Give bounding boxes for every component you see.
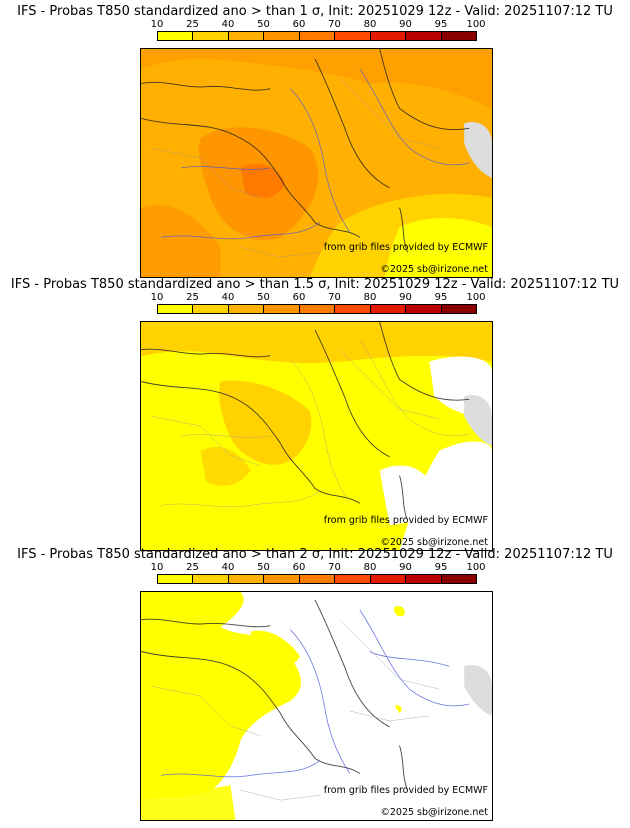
scale-label: 10 — [150, 292, 164, 303]
scale-label: 90 — [399, 292, 412, 303]
scale-label: 50 — [257, 562, 270, 573]
scale-label: 60 — [292, 19, 306, 30]
scale-bin — [370, 305, 407, 313]
forecast-panel-3: IFS - Probas T850 standardized ano > tha… — [0, 547, 630, 821]
panel-title: IFS - Probas T850 standardized ano > tha… — [17, 4, 613, 19]
copyright-credit: ©2025 sb@irizone.net — [380, 807, 488, 818]
scale-bin — [335, 305, 371, 313]
probability-map: from grib files provided by ECMWF ©2025 … — [140, 591, 493, 821]
probability-map: from grib files provided by ECMWF ©2025 … — [140, 321, 493, 551]
copyright-credit: ©2025 sb@irizone.net — [380, 537, 488, 548]
scale-label: 25 — [186, 292, 199, 303]
scale-label: 100 — [466, 292, 486, 303]
colorscale-labels: 10 25 40 50 60 70 80 90 95 100 — [151, 292, 486, 304]
source-credit: from grib files provided by ECMWF — [323, 785, 488, 796]
scale-label: 90 — [399, 562, 412, 573]
scale-bin — [299, 32, 336, 40]
scale-bin — [406, 305, 442, 313]
colorscale-labels: 10 25 40 50 60 70 80 90 95 100 — [151, 19, 486, 31]
copyright-credit: ©2025 sb@irizone.net — [380, 264, 488, 275]
forecast-panel-2: IFS - Probas T850 standardized ano > tha… — [0, 277, 630, 551]
forecast-panel-1: IFS - Probas T850 standardized ano > tha… — [0, 4, 630, 278]
scale-bin — [193, 32, 229, 40]
scale-label: 80 — [363, 292, 377, 303]
scale-bin — [441, 575, 476, 583]
scale-bin — [264, 305, 300, 313]
scale-label: 80 — [363, 562, 377, 573]
source-credit: from grib files provided by ECMWF — [323, 242, 488, 253]
scale-bin — [335, 575, 371, 583]
probability-map-graphic — [141, 592, 492, 820]
scale-label: 50 — [257, 19, 270, 30]
scale-bin — [228, 305, 265, 313]
scale-label: 70 — [328, 19, 341, 30]
scale-bin — [406, 575, 442, 583]
scale-label: 60 — [292, 292, 306, 303]
scale-bin — [193, 575, 229, 583]
scale-bin — [264, 32, 300, 40]
scale-label: 40 — [221, 562, 235, 573]
panel-title: IFS - Probas T850 standardized ano > tha… — [10, 277, 620, 292]
scale-label: 70 — [328, 292, 341, 303]
scale-label: 80 — [363, 19, 377, 30]
colorscale-bar — [157, 31, 477, 41]
scale-bin — [370, 575, 407, 583]
scale-bin — [299, 305, 336, 313]
scale-bin — [441, 305, 476, 313]
scale-bin — [193, 305, 229, 313]
scale-label: 100 — [466, 19, 486, 30]
scale-bin — [264, 575, 300, 583]
scale-label: 70 — [328, 562, 341, 573]
probability-map: from grib files provided by ECMWF ©2025 … — [140, 48, 493, 278]
colorscale-bar — [157, 574, 477, 584]
scale-label: 10 — [150, 562, 164, 573]
scale-label: 95 — [434, 292, 448, 303]
colorscale-labels: 10 25 40 50 60 70 80 90 95 100 — [151, 562, 486, 574]
scale-label: 100 — [466, 562, 486, 573]
scale-bin — [158, 305, 194, 313]
scale-bin — [228, 575, 265, 583]
scale-bin — [228, 32, 265, 40]
scale-label: 95 — [434, 562, 448, 573]
scale-label: 40 — [221, 292, 235, 303]
scale-label: 60 — [292, 562, 306, 573]
source-credit: from grib files provided by ECMWF — [323, 515, 488, 526]
scale-bin — [370, 32, 407, 40]
scale-bin — [158, 32, 194, 40]
panel-title: IFS - Probas T850 standardized ano > tha… — [17, 547, 613, 562]
scale-label: 25 — [186, 19, 199, 30]
scale-bin — [441, 32, 476, 40]
scale-bin — [158, 575, 194, 583]
probability-map-graphic — [141, 49, 492, 277]
scale-bin — [335, 32, 371, 40]
colorscale-bar — [157, 304, 477, 314]
scale-label: 90 — [399, 19, 412, 30]
scale-label: 95 — [434, 19, 448, 30]
scale-label: 50 — [257, 292, 270, 303]
scale-label: 25 — [186, 562, 199, 573]
scale-label: 40 — [221, 19, 235, 30]
scale-bin — [406, 32, 442, 40]
scale-label: 10 — [150, 19, 164, 30]
probability-map-graphic — [141, 322, 492, 550]
scale-bin — [299, 575, 336, 583]
